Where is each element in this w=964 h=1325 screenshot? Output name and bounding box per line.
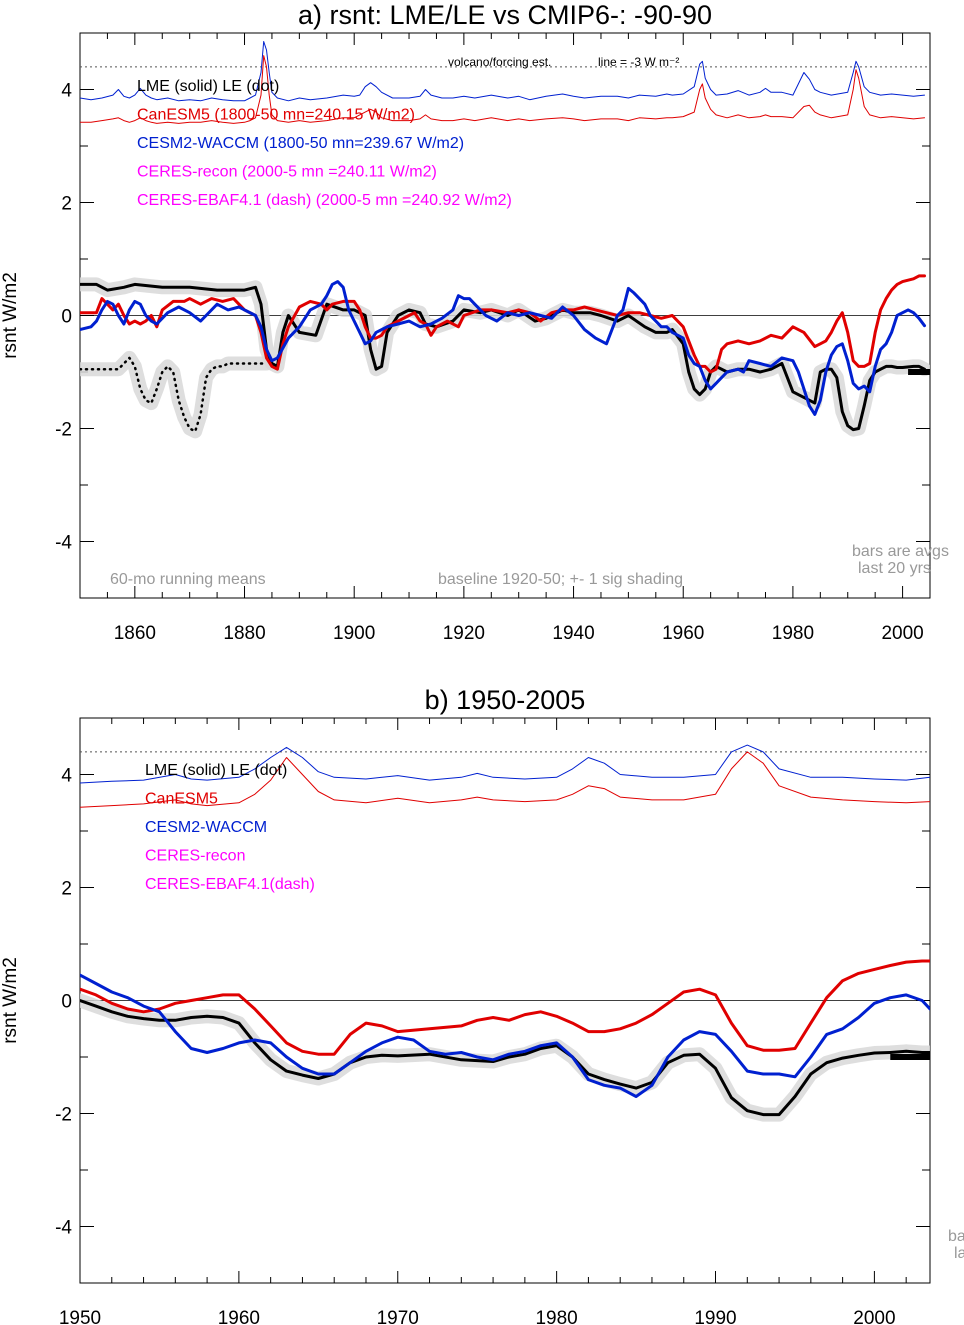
bars-note: la xyxy=(954,1245,964,1262)
legend-entry: CERES-EBAF4.1 (dash) (2000-5 mn =240.92 … xyxy=(137,192,512,209)
x-tick-label: 1970 xyxy=(377,1308,419,1325)
legend-entry: CESM2-WACCM (1800-50 mn=239.67 W/m2) xyxy=(137,135,464,152)
y-tick-label: 0 xyxy=(61,992,72,1013)
y-tick-label: -4 xyxy=(55,1218,72,1239)
chart-panel-b: b) 1950-2005 rsnt W/m2 -4 -2 0 2 4 1950 1960 1970… xyxy=(0,685,964,1325)
series-line-canesm5 xyxy=(80,959,930,1056)
y-tick-label: 2 xyxy=(61,879,72,900)
bars-note: ba xyxy=(948,1228,964,1245)
x-tick-label: 1920 xyxy=(443,623,485,644)
x-tick-label: 2000 xyxy=(881,623,923,644)
forcing-line-annotation: line = -3 W m⁻² xyxy=(598,55,679,69)
series-line-le-forcing xyxy=(80,751,930,808)
y-tick-label: 4 xyxy=(61,81,72,102)
y-tick-label: -2 xyxy=(55,420,72,441)
series-line-lme-forcing xyxy=(80,41,925,102)
running-mean-note: 60-mo running means xyxy=(110,571,266,588)
series-line-lme xyxy=(80,999,930,1117)
x-tick-label: 2000 xyxy=(853,1308,895,1325)
uncertainty-shading xyxy=(80,350,274,439)
series-line-lme-forcing xyxy=(80,744,930,784)
forcing-annotation: volcano/forcing est. xyxy=(448,55,551,69)
y-tick-label: -4 xyxy=(55,533,72,554)
chart-title: b) 1950-2005 xyxy=(425,685,586,715)
plot-area xyxy=(80,41,930,439)
y-axis-label: rsnt W/m2 xyxy=(0,957,21,1044)
chart-title: a) rsnt: LME/LE vs CMIP6-: -90-90 xyxy=(298,0,712,30)
x-tick-label: 1900 xyxy=(333,623,375,644)
y-tick-label: 2 xyxy=(61,194,72,215)
y-axis-label: rsnt W/m2 xyxy=(0,272,21,359)
series-line-cesm2-waccm xyxy=(80,280,926,416)
x-tick-label: 1990 xyxy=(694,1308,736,1325)
series-line-le-forcing xyxy=(80,55,925,124)
legend-entry: LME (solid) LE (dot) xyxy=(137,78,279,95)
x-tick-label: 1940 xyxy=(552,623,594,644)
plot-area xyxy=(80,744,930,1122)
y-tick-label: -2 xyxy=(55,1105,72,1126)
series-line-le xyxy=(80,356,268,433)
legend-entry: CESM2-WACCM xyxy=(145,819,267,836)
baseline-note: baseline 1920-50; +- 1 sig shading xyxy=(438,571,683,588)
legend-entry: CERES-EBAF4.1(dash) xyxy=(145,876,315,893)
x-tick-label: 1980 xyxy=(772,623,814,644)
legend-entry: CERES-recon (2000-5 mn =240.11 W/m2) xyxy=(137,164,437,181)
x-tick-label: 1950 xyxy=(59,1308,101,1325)
bars-note: bars are avgs xyxy=(852,543,949,560)
x-tick-label: 1960 xyxy=(662,623,704,644)
y-tick-label: 4 xyxy=(61,766,72,787)
bars-note: last 20 yrs xyxy=(858,560,931,577)
x-tick-label: 1980 xyxy=(535,1308,577,1325)
series-line-lme xyxy=(80,282,926,432)
legend-entry: CERES-recon xyxy=(145,848,245,865)
x-tick-label: 1860 xyxy=(114,623,156,644)
y-tick-label: 0 xyxy=(61,307,72,328)
series-line-cesm2-waccm xyxy=(80,973,930,1098)
chart-panel-a: a) rsnt: LME/LE vs CMIP6-: -90-90 rsnt W/… xyxy=(0,0,949,644)
legend-entry: CanESM5 xyxy=(145,791,218,808)
x-tick-label: 1960 xyxy=(218,1308,260,1325)
x-tick-label: 1880 xyxy=(223,623,265,644)
legend-entry: CanESM5 (1800-50 mn=240.15 W/m2) xyxy=(137,107,415,124)
legend-entry: LME (solid) LE (dot) xyxy=(145,762,287,779)
